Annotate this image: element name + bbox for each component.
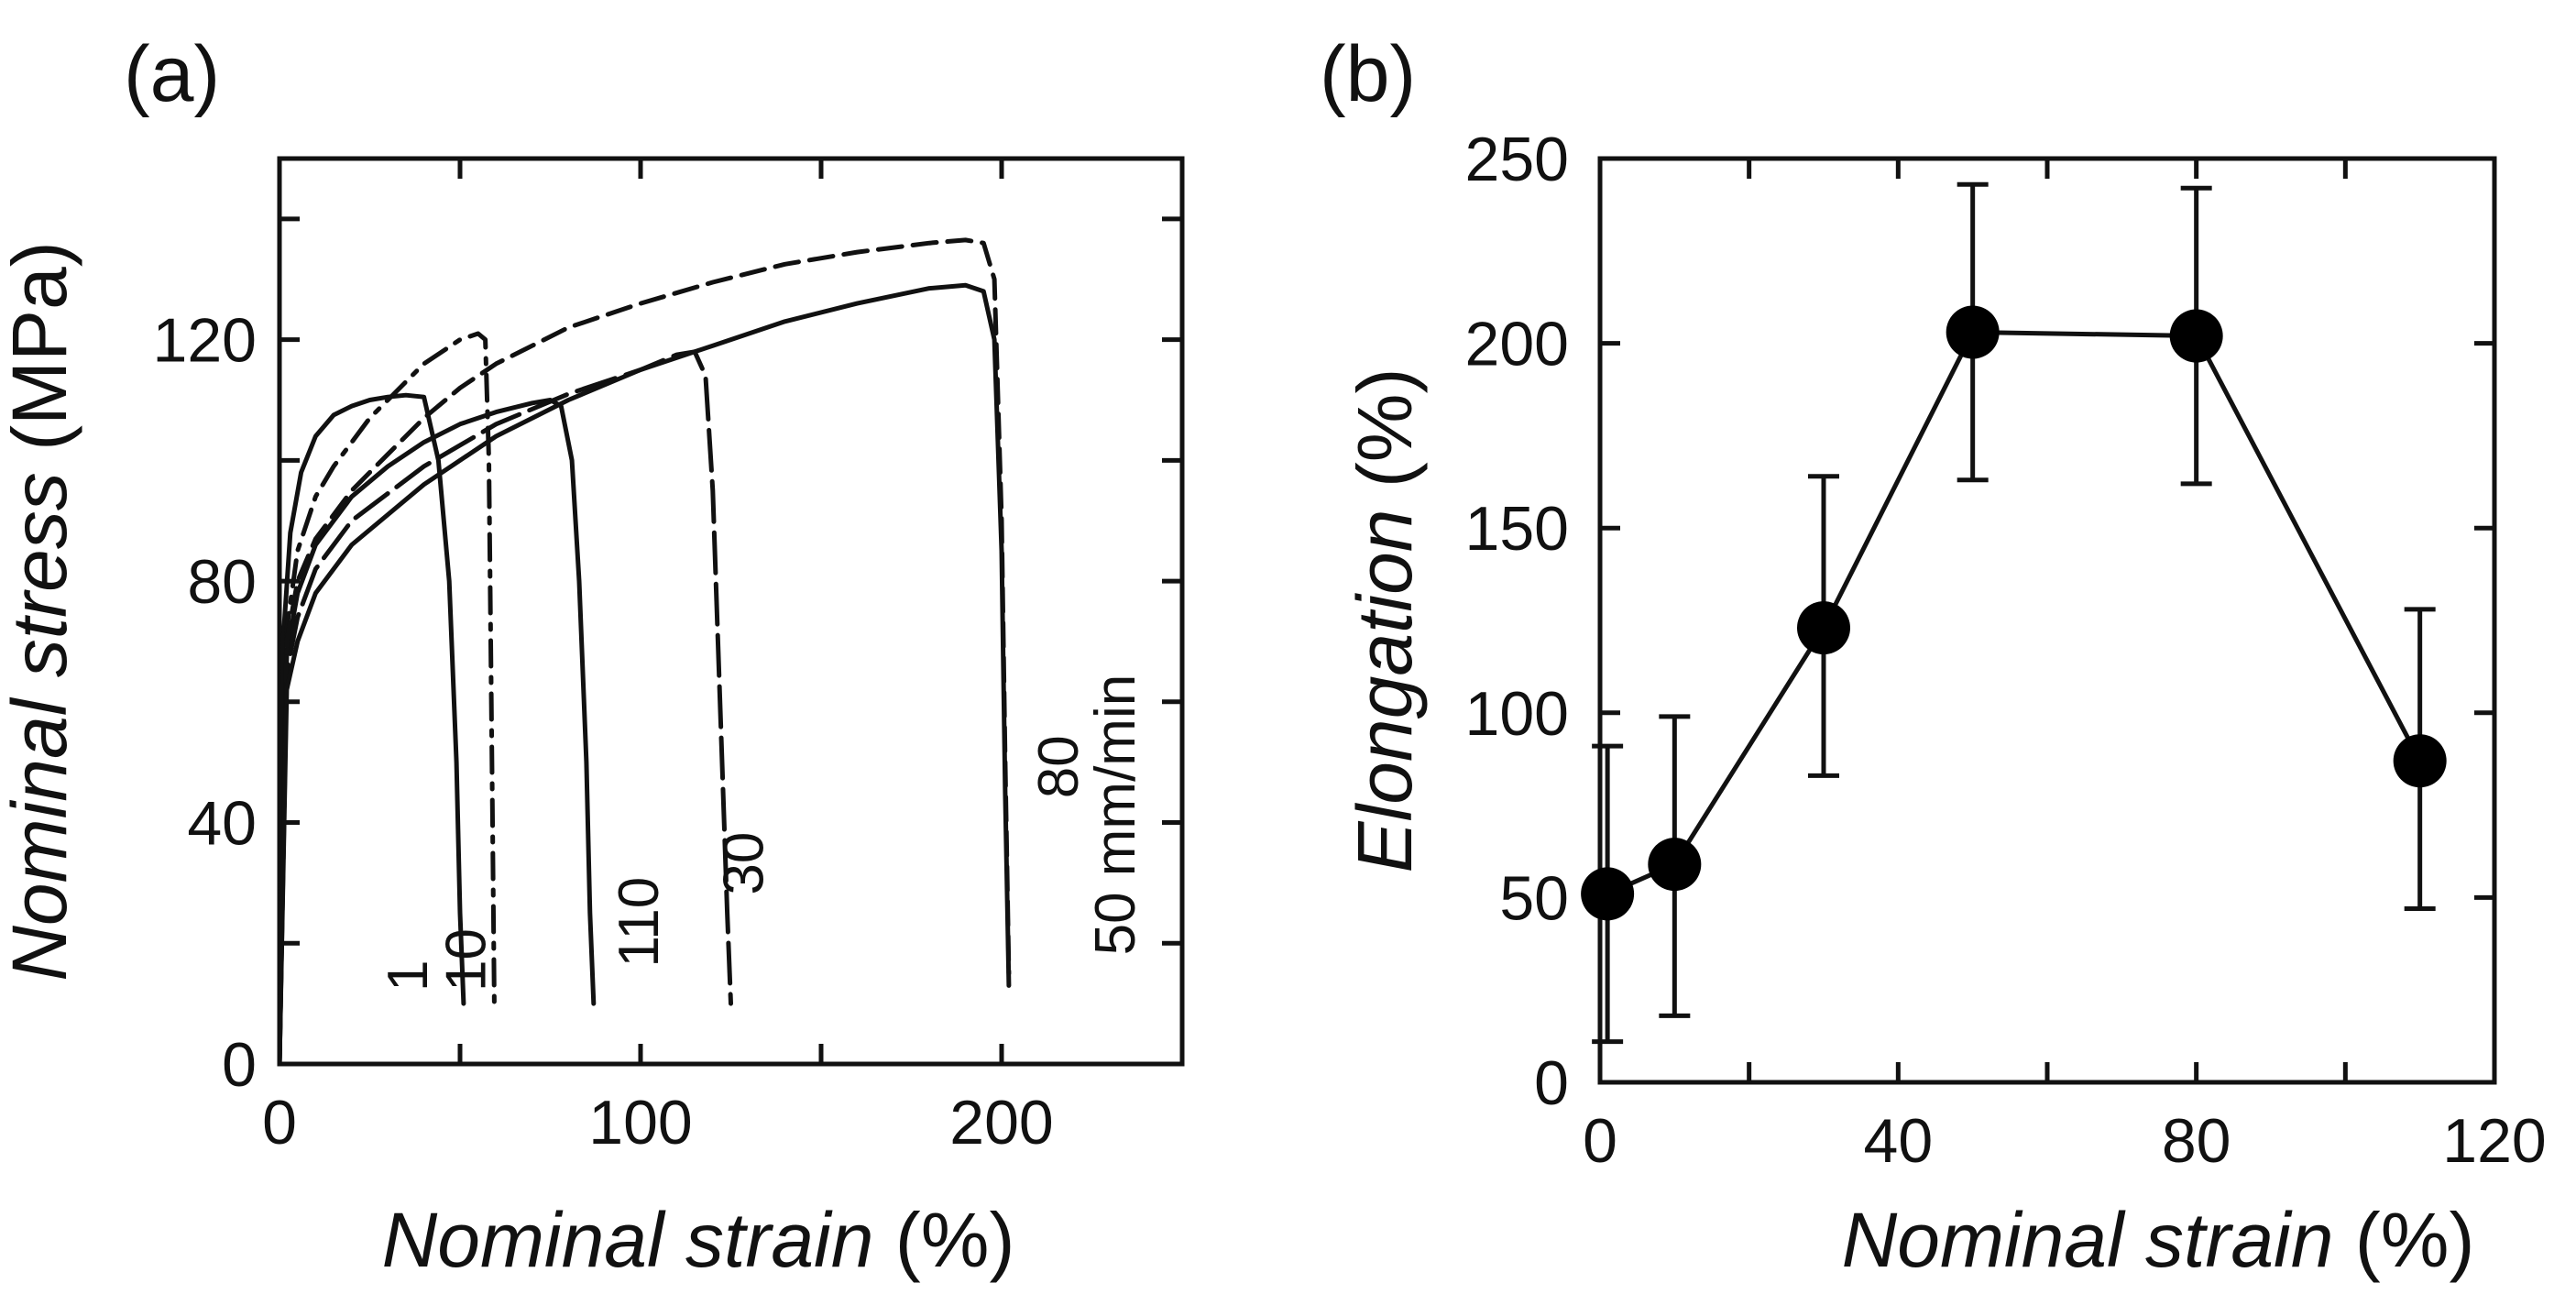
data-point — [1797, 601, 1850, 655]
curve-label-110: 110 — [608, 877, 671, 968]
stress-strain-curve-80 — [277, 237, 1012, 1067]
panel-b-label: (b) — [1320, 30, 1416, 118]
panel-b-y-tick-label: 100 — [1465, 679, 1569, 749]
panel-b-x-tick-label: 0 — [1583, 1106, 1617, 1176]
panel-a-frame — [277, 156, 1185, 1067]
data-point — [2393, 734, 2447, 788]
panel-a-curves — [277, 237, 1012, 1067]
panel-b-y-tick-label: 250 — [1465, 125, 1569, 194]
panel-b-frame — [1597, 156, 2497, 1085]
panel-a-y-axis-title: Nominal stress (MPa) — [0, 241, 82, 981]
panel-b-x-tick-label: 80 — [2162, 1106, 2231, 1176]
panel-b-y-tick-label: 50 — [1499, 863, 1569, 933]
panel-a-y-tick-label: 120 — [153, 306, 257, 376]
stress-strain-curve-50-mm-min — [277, 282, 1012, 1067]
panel-b-ticks: 0 40 80 120 0 50 100 150 200 250 — [1465, 125, 2547, 1176]
curve-label-80: 80 — [1027, 735, 1091, 798]
stress-strain-curve-30 — [277, 349, 733, 1067]
panel-a-x-tick-label: 0 — [262, 1088, 297, 1157]
data-point — [1648, 838, 1702, 892]
panel-a-y-tick-label: 80 — [187, 547, 257, 617]
panel-b-y-tick-label: 0 — [1534, 1048, 1569, 1118]
stress-strain-curve-110 — [277, 398, 597, 1067]
panel-a-ticks: 0 100 200 0 40 80 120 — [153, 159, 1182, 1157]
panel-b-y-axis-title: Elongation (%) — [1342, 368, 1428, 873]
panel-b-x-tick-label: 120 — [2442, 1106, 2546, 1176]
curve-label-10: 10 — [434, 928, 498, 992]
panel-b: (b) 0 40 80 120 0 50 100 150 200 250 Nominal stra… — [1320, 30, 2547, 1283]
panel-b-x-tick-label: 40 — [1864, 1106, 1934, 1176]
stress-strain-curve-10 — [277, 331, 497, 1067]
panel-b-plot — [1581, 181, 2447, 1045]
elongation-line — [1606, 329, 2422, 896]
panel-a-label: (a) — [124, 30, 220, 118]
stress-strain-curve-1 — [277, 392, 466, 1067]
panel-b-x-axis-title: Nominal strain (%) — [1842, 1197, 2475, 1283]
curve-label-30: 30 — [713, 832, 776, 895]
panel-b-y-tick-label: 200 — [1465, 310, 1569, 379]
data-point — [1581, 867, 1635, 921]
panel-a-x-tick-label: 100 — [588, 1088, 692, 1157]
data-point — [2169, 309, 2223, 363]
curve-label-1: 1 — [377, 960, 440, 992]
panel-a-x-tick-label: 200 — [949, 1088, 1053, 1157]
panel-b-y-tick-label: 150 — [1465, 494, 1569, 564]
panel-a-y-tick-label: 0 — [222, 1030, 257, 1100]
panel-a-x-axis-title: Nominal strain (%) — [382, 1197, 1015, 1283]
curve-label-50-mm-min: 50 mm/min — [1084, 674, 1147, 956]
data-point — [1946, 305, 2000, 359]
panel-a-y-tick-label: 40 — [187, 789, 257, 859]
